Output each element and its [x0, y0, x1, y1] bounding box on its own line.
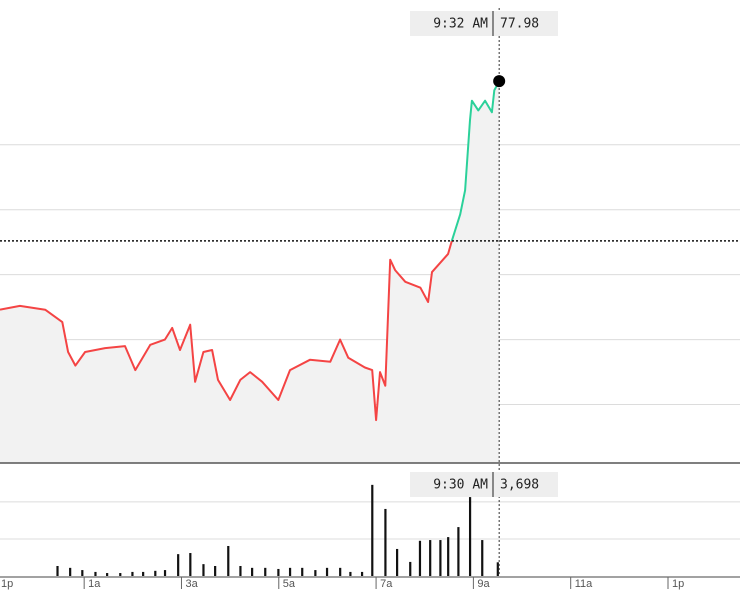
- x-tick-label: 1a: [88, 578, 101, 590]
- volume-bar: [94, 571, 97, 576]
- volume-bar: [239, 565, 242, 576]
- tooltip-time: 9:30 AM: [433, 478, 488, 493]
- tooltip-time: 9:32 AM: [433, 17, 488, 32]
- volume-bar: [360, 571, 364, 576]
- current-point: [493, 75, 506, 88]
- volume-bar: [384, 508, 387, 576]
- volume-bar: [496, 562, 499, 576]
- volume-bar: [177, 554, 180, 576]
- x-tick-label: 5a: [283, 578, 296, 590]
- volume-bar: [339, 567, 342, 576]
- volume-bar: [439, 540, 442, 576]
- volume-bar: [119, 573, 122, 576]
- volume-bar: [277, 568, 280, 576]
- volume-bar: [81, 570, 84, 576]
- volume-bar: [131, 571, 134, 576]
- volume-bar: [349, 571, 352, 576]
- x-tick-label: 1p: [672, 578, 684, 590]
- x-tick-label: 3a: [185, 578, 198, 590]
- tooltip-box: [410, 472, 558, 497]
- volume-bar: [288, 567, 292, 576]
- volume-bar: [301, 567, 304, 576]
- volume-bar: [325, 567, 329, 576]
- volume-bar: [314, 570, 317, 576]
- x-tick-label: 1p: [1, 578, 13, 590]
- volume-bar: [371, 484, 374, 576]
- volume-bar: [418, 540, 422, 576]
- x-tick-label: 7a: [380, 578, 393, 590]
- volume-bar: [457, 527, 460, 576]
- volume-bar: [251, 567, 254, 576]
- volume-bar: [56, 565, 59, 576]
- volume-bar: [409, 561, 412, 576]
- tooltip-value: 77.98: [500, 17, 539, 32]
- volume-bar: [468, 497, 472, 576]
- x-tick-label: 11a: [575, 578, 593, 590]
- volume-bar: [429, 540, 432, 576]
- volume-bar: [214, 565, 217, 576]
- tooltip-box: [410, 11, 558, 36]
- volume-bar: [69, 567, 72, 576]
- tooltip-value: 3,698: [500, 478, 539, 493]
- x-tick-label: 9a: [477, 578, 490, 590]
- volume-bar: [142, 571, 145, 576]
- price-area: [0, 81, 500, 463]
- price-line: [0, 80, 501, 422]
- volume-bar: [396, 548, 399, 576]
- volume-bar: [154, 570, 157, 576]
- volume-bar: [106, 573, 109, 576]
- volume-bar: [447, 537, 450, 576]
- volume-bar: [163, 570, 167, 576]
- volume-bar: [227, 545, 230, 576]
- volume-bar: [202, 564, 205, 576]
- volume-bar: [264, 567, 267, 576]
- volume-bar: [189, 553, 192, 576]
- volume-bar: [481, 540, 484, 576]
